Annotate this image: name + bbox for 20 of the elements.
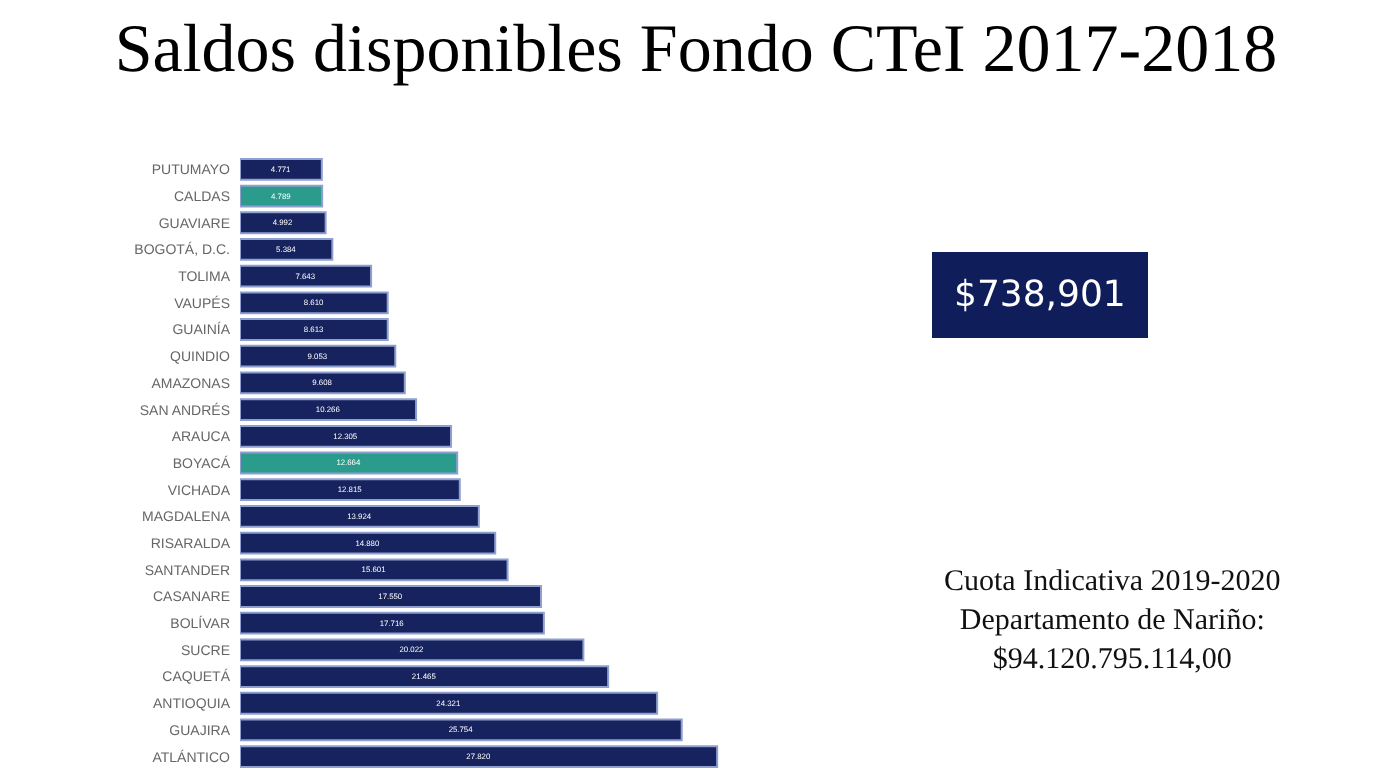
bar	[240, 665, 610, 688]
text: Cuota Indicativa 2019-2020 Departamento de Nariño: $94.120.795.114,00	[944, 566, 1281, 676]
bar	[240, 504, 480, 528]
bar	[240, 211, 327, 235]
bar	[240, 478, 461, 502]
bar	[240, 184, 324, 208]
bar	[240, 318, 389, 341]
text: $738,901	[954, 274, 1126, 316]
bar	[240, 585, 542, 608]
bar	[240, 745, 719, 769]
bar	[240, 451, 459, 475]
bar	[240, 371, 406, 395]
chart-title: Saldos disponibles Fondo CTeI 2017-2018	[114, 12, 1278, 87]
bar	[240, 398, 418, 422]
bar	[240, 344, 397, 368]
bar	[240, 424, 453, 448]
bar	[240, 238, 334, 261]
bar	[240, 718, 683, 742]
bar	[240, 691, 659, 715]
bar	[240, 157, 323, 181]
